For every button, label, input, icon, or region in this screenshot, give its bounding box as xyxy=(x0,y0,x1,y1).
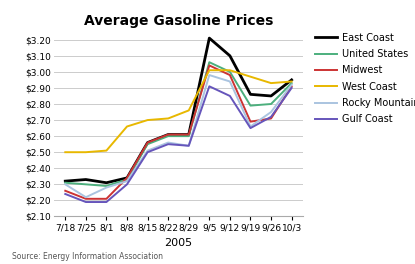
Gulf Coast xyxy=(63,192,68,196)
Gulf Coast xyxy=(83,200,88,204)
Gulf Coast xyxy=(227,94,232,97)
West Coast xyxy=(124,125,129,128)
West Coast xyxy=(248,75,253,78)
Legend: East Coast, United States, Midwest, West Coast, Rocky Mountain, Gulf Coast: East Coast, United States, Midwest, West… xyxy=(315,33,415,124)
East Coast xyxy=(289,78,294,82)
Gulf Coast xyxy=(207,85,212,88)
Rocky Mountain xyxy=(207,73,212,77)
Title: Average Gasoline Prices: Average Gasoline Prices xyxy=(84,14,273,28)
Midwest xyxy=(207,64,212,67)
Rocky Mountain xyxy=(166,141,171,144)
Midwest xyxy=(145,141,150,144)
East Coast xyxy=(145,141,150,144)
Rocky Mountain xyxy=(289,83,294,86)
Gulf Coast xyxy=(269,115,273,119)
United States xyxy=(269,102,273,106)
Midwest xyxy=(166,133,171,136)
Line: United States: United States xyxy=(65,62,292,186)
Midwest xyxy=(227,73,232,77)
United States xyxy=(63,181,68,184)
West Coast xyxy=(63,151,68,154)
Gulf Coast xyxy=(145,151,150,154)
Midwest xyxy=(269,117,273,120)
Rocky Mountain xyxy=(248,125,253,128)
Rocky Mountain xyxy=(83,196,88,199)
Gulf Coast xyxy=(186,144,191,147)
West Coast xyxy=(145,119,150,122)
West Coast xyxy=(269,82,273,85)
West Coast xyxy=(104,149,109,152)
Gulf Coast xyxy=(124,183,129,186)
United States xyxy=(166,135,171,138)
Gulf Coast xyxy=(166,143,171,146)
United States xyxy=(83,183,88,186)
East Coast xyxy=(104,181,109,184)
East Coast xyxy=(186,133,191,136)
West Coast xyxy=(166,117,171,120)
United States xyxy=(104,184,109,187)
Line: Gulf Coast: Gulf Coast xyxy=(65,86,292,202)
Rocky Mountain xyxy=(63,183,68,186)
Rocky Mountain xyxy=(104,186,109,189)
Gulf Coast xyxy=(248,126,253,130)
United States xyxy=(227,70,232,73)
Midwest xyxy=(104,197,109,200)
Midwest xyxy=(248,120,253,123)
Gulf Coast xyxy=(289,86,294,89)
East Coast xyxy=(124,176,129,180)
Gulf Coast xyxy=(104,200,109,204)
East Coast xyxy=(248,93,253,96)
Text: Source: Energy Information Association: Source: Energy Information Association xyxy=(12,252,164,261)
Rocky Mountain xyxy=(124,180,129,183)
East Coast xyxy=(269,94,273,97)
East Coast xyxy=(63,180,68,183)
Line: Midwest: Midwest xyxy=(65,65,292,199)
Rocky Mountain xyxy=(227,80,232,83)
United States xyxy=(186,135,191,138)
Midwest xyxy=(186,133,191,136)
West Coast xyxy=(83,151,88,154)
United States xyxy=(124,178,129,181)
East Coast xyxy=(83,178,88,181)
Midwest xyxy=(124,176,129,180)
United States xyxy=(289,82,294,85)
Rocky Mountain xyxy=(186,144,191,147)
United States xyxy=(248,104,253,107)
United States xyxy=(207,61,212,64)
Midwest xyxy=(83,197,88,200)
Midwest xyxy=(63,189,68,192)
Rocky Mountain xyxy=(269,110,273,114)
West Coast xyxy=(207,69,212,72)
East Coast xyxy=(227,54,232,57)
Line: West Coast: West Coast xyxy=(65,70,292,152)
Midwest xyxy=(289,85,294,88)
Line: East Coast: East Coast xyxy=(65,38,292,183)
West Coast xyxy=(289,80,294,83)
X-axis label: 2005: 2005 xyxy=(164,238,193,248)
Rocky Mountain xyxy=(145,149,150,152)
Line: Rocky Mountain: Rocky Mountain xyxy=(65,75,292,197)
United States xyxy=(145,143,150,146)
West Coast xyxy=(186,109,191,112)
West Coast xyxy=(227,69,232,72)
East Coast xyxy=(207,36,212,40)
East Coast xyxy=(166,133,171,136)
